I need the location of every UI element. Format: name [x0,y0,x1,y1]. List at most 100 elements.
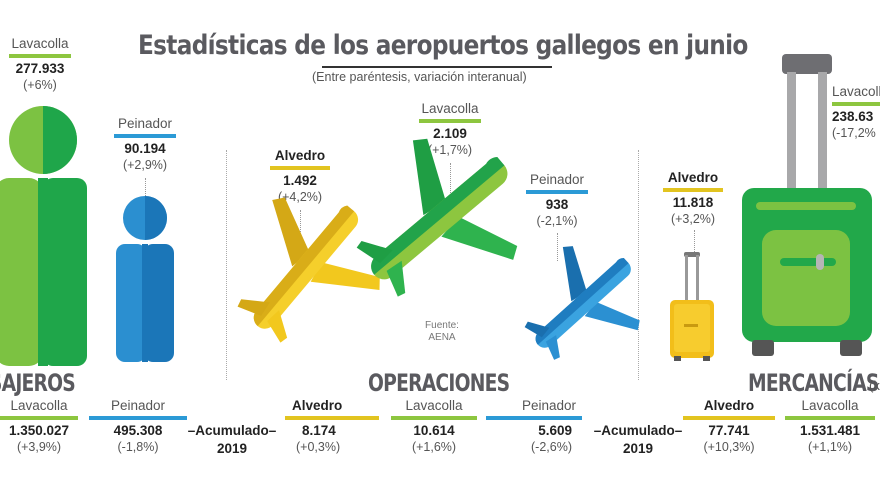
source-value: AENA [428,332,456,343]
change: (+1,1%) [807,440,853,454]
acumulado-label-2: –Acumulado– 2019 [588,422,688,458]
leader-line [300,210,301,238]
alvedro-color-bar [285,416,379,420]
leader-line [557,233,558,261]
airplane-icon-alvedro [237,197,380,343]
value: 1.492 [283,173,317,188]
value: 90.194 [124,141,166,156]
change: (+6%) [23,78,57,92]
june-operaciones-peinador: Peinador 938 (-2,1%) [522,172,592,229]
acum-operaciones-peinador: Peinador 5.609 (-2,6%) [486,398,582,455]
lavacolla-color-bar [785,416,875,420]
acum-operaciones-lavacolla: Lavacolla 10.614 (+1,6%) [390,398,478,455]
alvedro-color-bar [683,416,775,420]
suitcase-icon-lavacolla [742,54,872,356]
lavacolla-color-bar [419,119,481,123]
peinador-color-bar [89,416,187,420]
page-title: Estadísticas de los aeropuertos gallegos… [138,30,748,61]
acum-mercancias-alvedro: Alvedro 77.741 (+10,3%) [683,398,775,455]
airport-name: Lavacolla [10,398,68,413]
lavacolla-color-bar [0,416,78,420]
change: (+3,9%) [16,440,62,454]
airport-name: Alvedro [292,398,343,413]
acumulado-text: –Acumulado– [593,423,683,438]
lavacolla-color-bar [832,102,880,106]
june-mercancias-alvedro: Alvedro 11.818 (+3,2%) [656,170,730,227]
june-mercancias-lavacolla: Lavacolla 238.63 (-17,2% [832,84,880,141]
alvedro-color-bar [270,166,330,170]
airport-name: Alvedro [667,170,719,185]
value: 277.933 [15,61,65,76]
change: (-17,2% [832,126,876,140]
section-pasajeros: PASAJEROS [0,369,76,397]
airport-name: Lavacolla [832,84,880,99]
change: (+3,2%) [670,212,716,226]
airplane-icon-peinador [524,246,640,360]
peinador-color-bar [114,134,176,138]
acum-pasajeros-lavacolla: Lavacolla 1.350.027 (+3,9%) [0,398,78,455]
airport-name: Alvedro [703,398,755,413]
change: (+1,6%) [411,440,457,454]
acumulado-year: 2019 [622,441,654,456]
leader-line [450,163,451,195]
june-operaciones-alvedro: Alvedro 1.492 (+4,2%) [262,148,338,205]
acum-pasajeros-peinador: Peinador 495.308 (-1,8%) [88,398,188,455]
acum-mercancias-lavacolla: Lavacolla 1.531.481 (+1,1%) [785,398,875,455]
change: (+0,3%) [296,440,341,454]
peinador-color-bar [486,416,582,420]
lavacolla-color-bar [9,54,71,58]
value: 5.609 [538,423,572,438]
airplane-icon-lavacolla [356,138,518,297]
acumulado-year: 2019 [216,441,248,456]
change: (+1,7%) [427,143,473,157]
airport-name: Peinador [529,172,585,187]
person-icon-lavacolla [0,106,87,366]
airport-name: Alvedro [274,148,326,163]
separator-right [638,150,639,380]
section-mercancias-unit: (k [869,378,880,393]
peinador-color-bar [526,190,588,194]
airport-name: Peinador [117,116,173,131]
value: 1.350.027 [8,423,70,438]
change: (-2,1%) [536,214,578,228]
june-operaciones-lavacolla: Lavacolla 2.109 (+1,7%) [410,101,490,158]
value: 938 [545,197,569,212]
person-icon-peinador [116,196,174,362]
change: (-2,6%) [531,440,572,454]
change: (+4,2%) [277,190,323,204]
title-underline [322,66,552,68]
value: 2.109 [433,126,467,141]
value: 495.308 [113,423,163,438]
source-label: Fuente: [425,320,459,331]
acumulado-label-1: –Acumulado– 2019 [182,422,282,458]
change: (+10,3%) [703,440,755,454]
june-pasajeros-lavacolla: Lavacolla 277.933 (+6%) [0,36,80,93]
acum-operaciones-alvedro: Alvedro 8.174 (+0,3%) [284,398,380,455]
alvedro-color-bar [663,188,723,192]
value: 1.531.481 [799,423,861,438]
leader-line [145,178,146,196]
leader-line [694,230,695,252]
value: 77.741 [708,423,750,438]
suitcase-icon-alvedro [670,252,714,361]
subtitle: (Entre paréntesis, variación interanual) [312,70,527,84]
section-mercancias: MERCANCÍAS [748,369,879,397]
value: 238.63 [832,109,874,124]
airport-name: Peinador [110,398,166,413]
change: (-1,8%) [117,440,159,454]
airport-name: Lavacolla [11,36,69,51]
airport-name: Lavacolla [421,101,479,116]
lavacolla-color-bar [391,416,477,420]
june-pasajeros-peinador: Peinador 90.194 (+2,9%) [108,116,182,173]
acumulado-text: –Acumulado– [187,423,277,438]
value: 8.174 [302,423,336,438]
change: (+2,9%) [122,158,168,172]
airport-name: Lavacolla [801,398,859,413]
airport-name: Peinador [521,398,576,413]
value: 10.614 [413,423,455,438]
source-note: Fuente: AENA [412,320,472,344]
section-operaciones: OPERACIONES [368,369,510,397]
airport-name: Lavacolla [405,398,463,413]
value: 11.818 [672,195,714,210]
separator-left [226,150,227,380]
